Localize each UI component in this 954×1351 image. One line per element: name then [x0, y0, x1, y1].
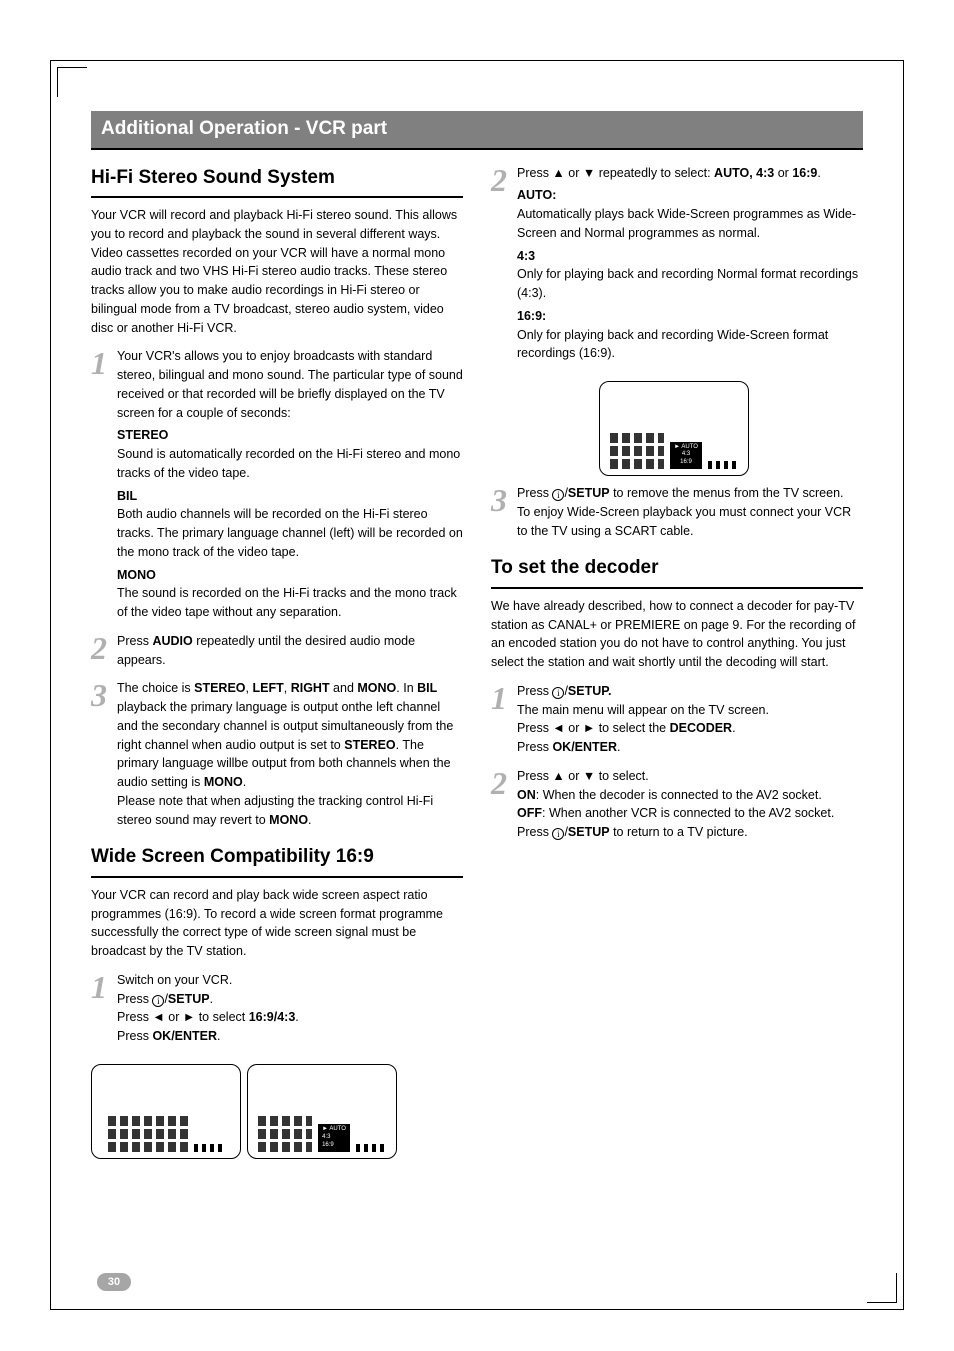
wide-intro: Your VCR can record and play back wide s…: [91, 886, 463, 961]
tv-screen-figure: AUTO 4:3 16:9: [599, 381, 749, 476]
decoder-intro: We have already described, how to connec…: [491, 597, 863, 672]
r43-heading: 4:3: [517, 247, 863, 266]
step-number-icon: 3: [91, 679, 115, 829]
step-text: Press i/SETUP.The main menu will appear …: [517, 682, 863, 757]
two-column-layout: Hi-Fi Stereo Sound System Your VCR will …: [91, 164, 863, 1167]
r43-body: Only for playing back and recording Norm…: [517, 265, 863, 303]
step-text: Press ▲ or ▼ repeatedly to select: AUTO,…: [517, 164, 863, 183]
r169-body: Only for playing back and recording Wide…: [517, 326, 863, 364]
step-text: Your VCR's allows you to enjoy broadcast…: [117, 349, 463, 419]
step-number-icon: 2: [91, 632, 115, 670]
stereo-body: Sound is automatically recorded on the H…: [117, 445, 463, 483]
osd-strip-icon: [194, 1144, 224, 1152]
page-frame: Additional Operation - VCR part Hi-Fi St…: [50, 60, 904, 1310]
wide-step-2: 2 Press ▲ or ▼ repeatedly to select: AUT…: [491, 164, 863, 364]
mono-heading: MONO: [117, 566, 463, 585]
step-text: Press ▲ or ▼ to select.ON: When the deco…: [517, 767, 863, 842]
r169-heading: 16:9:: [517, 307, 863, 326]
bil-body: Both audio channels will be recorded on …: [117, 505, 463, 561]
osd-icon-grid: [108, 1116, 188, 1152]
step-text: Press AUDIO repeatedly until the desired…: [117, 632, 463, 670]
decoder-step-1: 1 Press i/SETUP.The main menu will appea…: [491, 682, 863, 757]
hifi-intro: Your VCR will record and playback Hi-Fi …: [91, 206, 463, 337]
osd-strip-icon: [356, 1144, 386, 1152]
stereo-heading: STEREO: [117, 426, 463, 445]
tv-screen-figure: AUTO 4:3 16:9: [247, 1064, 397, 1159]
osd-strip-icon: [708, 461, 738, 469]
decoder-step-2: 2 Press ▲ or ▼ to select.ON: When the de…: [491, 767, 863, 842]
crop-mark: [57, 67, 87, 97]
osd-menu: AUTO 4:3 16:9: [318, 1124, 350, 1151]
crop-mark: [867, 1273, 897, 1303]
step-number-icon: 1: [91, 347, 115, 622]
page-number-badge: 30: [97, 1273, 131, 1291]
step-number-icon: 2: [491, 767, 515, 842]
hifi-step-1: 1 Your VCR's allows you to enjoy broadca…: [91, 347, 463, 622]
right-column: 2 Press ▲ or ▼ repeatedly to select: AUT…: [491, 164, 863, 1167]
hifi-step-3: 3 The choice is STEREO, LEFT, RIGHT and …: [91, 679, 463, 829]
auto-body: Automatically plays back Wide-Screen pro…: [517, 205, 863, 243]
mono-body: The sound is recorded on the Hi-Fi track…: [117, 584, 463, 622]
tv-figure-row: AUTO 4:3 16:9: [91, 1056, 463, 1167]
step-number-icon: 1: [491, 682, 515, 757]
step-number-icon: 3: [491, 484, 515, 540]
step-text: Switch on your VCR.Press i/SETUP.Press ◄…: [117, 971, 463, 1046]
bil-heading: BIL: [117, 487, 463, 506]
step-text: Press i/SETUP to remove the menus from t…: [517, 484, 863, 540]
step-number-icon: 1: [91, 971, 115, 1046]
wide-step-3: 3 Press i/SETUP to remove the menus from…: [491, 484, 863, 540]
page-number: 30: [97, 1271, 131, 1291]
auto-heading: AUTO:: [517, 186, 863, 205]
osd-menu: AUTO 4:3 16:9: [670, 442, 702, 469]
hifi-step-2: 2 Press AUDIO repeatedly until the desir…: [91, 632, 463, 670]
section-header: Additional Operation - VCR part: [91, 111, 863, 150]
step-number-icon: 2: [491, 164, 515, 364]
osd-icon-grid: [258, 1116, 312, 1152]
decoder-title: To set the decoder: [491, 554, 863, 589]
wide-step-1: 1 Switch on your VCR.Press i/SETUP.Press…: [91, 971, 463, 1046]
tv-figure-center: AUTO 4:3 16:9: [491, 373, 863, 484]
osd-icon-grid: [610, 433, 664, 469]
wide-title: Wide Screen Compatibility 16:9: [91, 843, 463, 878]
step-text: The choice is STEREO, LEFT, RIGHT and MO…: [117, 679, 463, 829]
tv-screen-figure: [91, 1064, 241, 1159]
left-column: Hi-Fi Stereo Sound System Your VCR will …: [91, 164, 463, 1167]
hifi-title: Hi-Fi Stereo Sound System: [91, 164, 463, 199]
